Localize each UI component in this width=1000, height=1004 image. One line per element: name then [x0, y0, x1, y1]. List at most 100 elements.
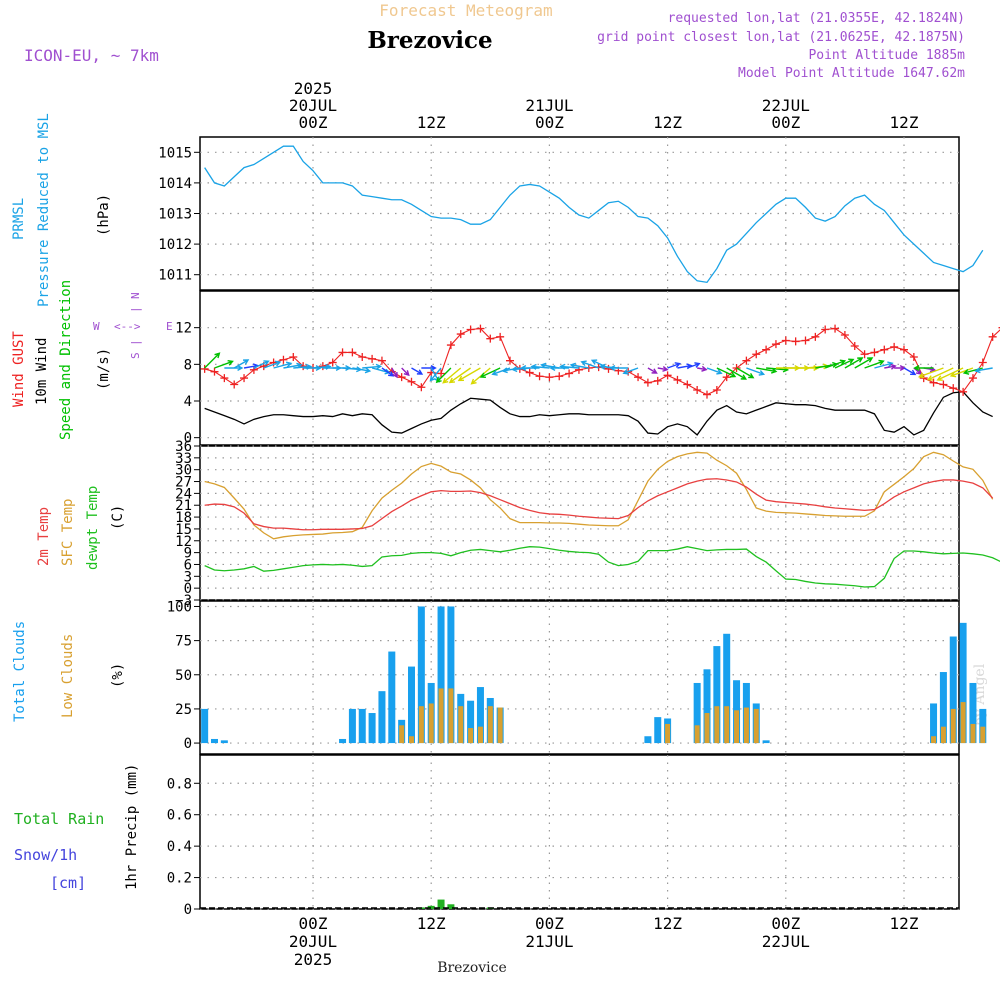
- wind-arrow: [215, 361, 233, 368]
- gust-marker: [752, 350, 760, 358]
- bottom-time-label: 20JUL: [289, 932, 337, 951]
- total-cloud-bar: [388, 652, 395, 744]
- gust-marker: [949, 384, 957, 392]
- pressure-ytick-label: 1013: [158, 207, 192, 223]
- gust-marker: [792, 337, 800, 345]
- low-cloud-bar: [488, 706, 493, 743]
- info-line-requested: requested lon,lat (21.0355E, 42.1824N): [668, 11, 965, 26]
- pressure-side-labels: PRMSL Pressure Reduced to MSL (hPa): [11, 113, 112, 307]
- clouds-frame: [200, 601, 959, 754]
- wind-arrow: [825, 360, 845, 368]
- wind-speed-dir-label: Speed and Direction: [58, 280, 74, 440]
- gust-marker: [348, 348, 356, 356]
- plot-area: 1011101210131014101504812−30369121518212…: [158, 79, 1000, 969]
- precip-ytick-label: 0.2: [167, 871, 192, 887]
- gust-marker: [890, 343, 898, 351]
- product-title: Forecast Meteogram: [379, 1, 552, 20]
- wind-ytick-label: 8: [184, 357, 192, 373]
- low-cloud-bar: [970, 724, 975, 743]
- total-rain-label: Total Rain: [14, 810, 104, 828]
- low-cloud-bar: [744, 708, 749, 744]
- total-cloud-bar: [221, 740, 228, 743]
- wind-arrow: [611, 366, 629, 371]
- gust-marker: [664, 371, 672, 379]
- temp-unit-label: (C): [110, 505, 126, 530]
- total-cloud-bar: [201, 709, 208, 743]
- wind-unit-label: (m/s): [96, 348, 112, 390]
- top-time-label: 00Z: [299, 113, 328, 132]
- compass-arrow: <-->: [114, 320, 141, 333]
- gust-marker: [536, 372, 544, 380]
- info-line-gridpoint: grid point closest lon,lat (21.0625E, 42…: [597, 30, 965, 45]
- clouds-ytick-label: 50: [175, 668, 192, 684]
- gust-marker: [693, 386, 701, 394]
- gust-marker: [762, 346, 770, 354]
- low-cloud-bar: [409, 736, 414, 743]
- wind-arrow: [648, 368, 657, 373]
- gust-marker: [900, 346, 908, 354]
- gust-marker: [979, 359, 987, 367]
- low-cloud-bar: [448, 688, 453, 743]
- bottom-time-label: 21JUL: [525, 932, 573, 951]
- bottom-time-label: 00Z: [299, 914, 328, 933]
- low-clouds-label: Low Clouds: [60, 634, 76, 718]
- gust-marker: [555, 372, 563, 380]
- low-cloud-bar: [439, 688, 444, 743]
- precip-side-labels: Total Rain Snow/1h [cm] 1hr Precip (mm): [14, 764, 140, 892]
- gust-marker: [742, 357, 750, 365]
- gust-marker: [683, 381, 691, 389]
- gust-marker: [821, 326, 829, 334]
- low-cloud-bar: [705, 713, 710, 743]
- total-clouds-label: Total Clouds: [12, 621, 28, 722]
- top-time-label: 00Z: [535, 113, 564, 132]
- gust-marker: [526, 369, 534, 377]
- wind-arrow: [362, 364, 380, 369]
- compass-north: N: [129, 292, 142, 299]
- gust-marker: [673, 376, 681, 384]
- total-cloud-bar: [654, 717, 661, 743]
- low-cloud-bar: [951, 709, 956, 743]
- snow-label: Snow/1h: [14, 846, 77, 864]
- cloud-unit-label: (%): [110, 663, 126, 688]
- pressure-unit-label: (hPa): [96, 194, 112, 236]
- footer-location: Brezovice: [437, 960, 507, 976]
- bottom-time-label: 2025: [294, 950, 333, 969]
- wind-arrow: [964, 368, 983, 374]
- low-cloud-bar: [399, 725, 404, 743]
- total-cloud-bar: [763, 740, 770, 743]
- wind-ytick-label: 4: [184, 394, 192, 410]
- info-line-model-altitude: Model Point Altitude 1647.62m: [738, 66, 965, 81]
- precip-ytick-label: 0.8: [167, 776, 192, 792]
- temp2m-line: [205, 479, 993, 530]
- precip-ytick-label: 0: [184, 902, 192, 918]
- gust-marker: [782, 337, 790, 345]
- total-cloud-bar: [369, 713, 376, 743]
- gust-marker: [802, 337, 810, 345]
- low-cloud-bar: [724, 706, 729, 743]
- gust-marker: [703, 391, 711, 399]
- wind-gust-label: Wind GUST: [11, 331, 27, 407]
- total-cloud-bar: [378, 691, 385, 743]
- low-cloud-bar: [714, 706, 719, 743]
- cloud-side-labels: Total Clouds Low Clouds (%): [12, 621, 126, 722]
- top-time-label: 12Z: [417, 113, 446, 132]
- gust-marker: [408, 378, 416, 386]
- gust-marker: [939, 381, 947, 389]
- low-cloud-bar: [468, 728, 473, 743]
- clouds-ytick-label: 25: [175, 702, 192, 718]
- bottom-time-label: 12Z: [890, 914, 919, 933]
- snow-unit-label: [cm]: [50, 874, 86, 892]
- wind10m-line: [205, 392, 993, 435]
- precip-ytick-label: 0.4: [167, 839, 192, 855]
- clouds-ytick-label: 100: [167, 599, 192, 615]
- top-time-label: 12Z: [890, 113, 919, 132]
- temperature-side-labels: 2m Temp SFC Temp dewpt Temp (C): [36, 486, 126, 570]
- low-cloud-bar: [931, 736, 936, 743]
- prmsl-label: PRMSL: [11, 198, 27, 240]
- low-cloud-bar: [734, 710, 739, 743]
